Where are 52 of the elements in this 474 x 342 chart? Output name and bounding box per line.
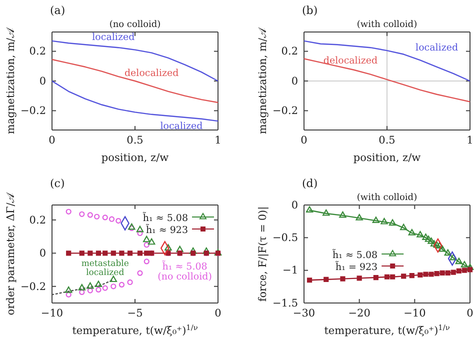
x-tick-label: 0 (48, 134, 56, 146)
legend-label: h̃₁ = 923 (335, 260, 378, 273)
chart-title: (a) (50, 4, 66, 17)
series-label: localized (416, 42, 458, 54)
chart-title: (b) (302, 4, 318, 17)
y-tick-label: 0.2 (29, 214, 46, 226)
legend-label: h̃₁ ≈ 923 (146, 222, 188, 236)
x-axis-title: temperature, t(w/ξ₀⁺)$^{1/ν}$ (72, 322, 198, 337)
y-tick-label: 0 (39, 248, 46, 260)
y-axis-title: magnetization, m/𝒜 (257, 26, 269, 134)
y-tick-label: −1.5 (272, 297, 298, 310)
y-tick-label: −1 (282, 264, 298, 277)
y-tick-label: −0.2 (20, 105, 46, 118)
x-tick-label: 0.5 (126, 134, 144, 146)
chart-subtitle: (no colloid) (109, 20, 161, 30)
chart-subtitle: (with colloid) (356, 193, 418, 203)
y-tick-label: −0.5 (272, 232, 298, 244)
y-axis-title: order parameter, ΔΓ/𝒜 (5, 190, 17, 316)
x-tick-label: 0.5 (378, 134, 396, 146)
chart-title: (d) (302, 177, 318, 190)
legend-label: h̃₁ ≈ 5.08 (142, 210, 188, 224)
x-axis-title: position, z/w (353, 152, 421, 164)
annotation: metastable localized (81, 258, 129, 278)
y-tick-label: 0.2 (281, 46, 298, 58)
x-axis-title: position, z/w (101, 152, 169, 164)
x-tick-label: 1 (214, 134, 222, 146)
series-label: localized (92, 32, 135, 43)
chart-title: (c) (50, 177, 65, 190)
x-tick-label: −30 (292, 307, 316, 320)
y-tick-label: −0.2 (272, 105, 298, 118)
x-tick-label: 0 (466, 307, 474, 320)
chart-subtitle: (with colloid) (356, 20, 418, 30)
series-label: delocalized (323, 55, 378, 66)
x-tick-label: 0 (300, 134, 308, 146)
x-tick-label: −20 (348, 307, 370, 320)
y-tick-label: 0.2 (29, 46, 46, 58)
x-tick-label: 0 (214, 307, 222, 320)
y-axis-title: force, F/|F(τ = 0)| (257, 206, 269, 302)
series-label: delocalized (124, 68, 179, 80)
series-label: h̃₁ ≈ 5.08 (no colloid) (158, 260, 212, 283)
x-tick-label: −10 (40, 307, 64, 320)
y-tick-label: 0 (291, 199, 298, 212)
y-tick-label: 0 (39, 75, 46, 88)
x-tick-label: 1 (466, 134, 474, 146)
x-axis-title: temperature, t(w/ξ₀⁺)$^{1/ν}$ (324, 322, 450, 337)
x-tick-label: −10 (404, 307, 426, 320)
x-tick-label: −5 (127, 307, 143, 320)
y-tick-label: −0.2 (20, 280, 46, 293)
series-label: localized (160, 121, 203, 132)
y-tick-label: 0 (291, 75, 298, 88)
legend-label: h̃₁ ≈ 5.08 (332, 248, 378, 261)
y-axis-title: magnetization, m/𝒜 (5, 26, 17, 134)
